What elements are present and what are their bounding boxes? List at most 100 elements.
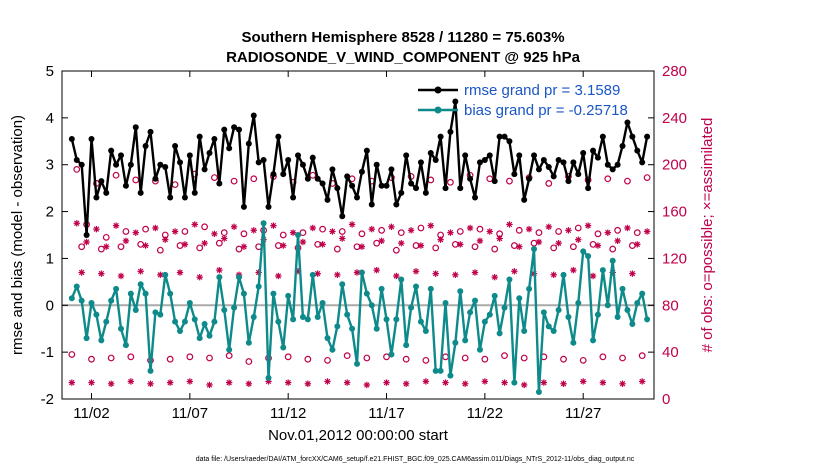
bias-point bbox=[73, 283, 80, 290]
obs-possible-marker bbox=[171, 181, 179, 189]
plot-area bbox=[62, 98, 654, 395]
bias-point bbox=[575, 299, 582, 306]
obs-assimilated-marker bbox=[619, 380, 626, 387]
rmse-point bbox=[132, 124, 139, 131]
obs-assimilated-marker bbox=[575, 236, 582, 243]
chart-title-line2: RADIOSONDE_V_WIND_COMPONENT @ 925 hPa bbox=[226, 49, 581, 66]
rmse-point bbox=[540, 157, 547, 164]
bias-point bbox=[196, 335, 203, 342]
obs-assimilated-marker bbox=[570, 266, 577, 274]
obs-assimilated-marker bbox=[560, 380, 567, 387]
obs-assimilated-marker bbox=[383, 379, 390, 386]
bias-point bbox=[417, 318, 424, 325]
bias-point bbox=[221, 306, 228, 313]
bias-point bbox=[516, 295, 523, 302]
rmse-point bbox=[285, 157, 292, 164]
obs-possible-marker bbox=[343, 352, 351, 360]
obs-possible-marker bbox=[417, 224, 425, 232]
obs-assimilated-marker bbox=[501, 379, 508, 386]
x-tick-label: 11/17 bbox=[368, 405, 404, 422]
obs-possible-marker bbox=[545, 180, 553, 187]
y-left-tick-label: 2 bbox=[46, 204, 54, 221]
bias-point bbox=[511, 379, 518, 386]
obs-possible-marker bbox=[220, 229, 228, 237]
obs-assimilated-marker bbox=[112, 222, 120, 229]
obs-assimilated-marker bbox=[486, 228, 493, 235]
obs-assimilated-marker bbox=[398, 240, 405, 247]
bias-point bbox=[467, 309, 474, 316]
obs-possible-marker bbox=[579, 356, 587, 364]
rmse-point bbox=[245, 140, 252, 147]
obs-possible-marker bbox=[181, 228, 189, 235]
obs-assimilated-marker bbox=[201, 240, 208, 247]
obs-possible-marker bbox=[481, 355, 489, 363]
obs-assimilated-marker bbox=[584, 222, 592, 229]
bias-point bbox=[250, 314, 257, 320]
rmse-point bbox=[240, 203, 247, 210]
y-left-tick-label: -1 bbox=[41, 344, 54, 361]
bias-point bbox=[594, 311, 601, 318]
obs-possible-marker bbox=[230, 177, 238, 185]
bias-point bbox=[422, 328, 429, 335]
rmse-point bbox=[462, 152, 469, 159]
obs-assimilated-marker bbox=[196, 273, 203, 281]
obs-possible-marker bbox=[456, 228, 464, 235]
rmse-point bbox=[644, 133, 651, 140]
obs-possible-marker bbox=[624, 177, 631, 185]
obs-assimilated-marker bbox=[250, 227, 257, 234]
obs-assimilated-marker bbox=[122, 237, 130, 245]
rmse-point bbox=[516, 152, 523, 159]
obs-assimilated-marker bbox=[555, 240, 562, 247]
rmse-point bbox=[393, 201, 400, 208]
bias-point bbox=[98, 337, 105, 344]
rmse-point bbox=[127, 161, 134, 168]
obs-assimilated-marker bbox=[117, 272, 125, 280]
rmse-point bbox=[98, 178, 105, 185]
obs-possible-marker bbox=[358, 230, 366, 238]
rmse-point bbox=[634, 147, 641, 154]
legend-marker-bias bbox=[434, 106, 442, 114]
obs-possible-marker bbox=[609, 245, 617, 253]
rmse-point bbox=[349, 182, 356, 189]
bias-point bbox=[604, 302, 611, 309]
axes: -2 -1 0 1 2 3 4 5 0 40 80 120 160 200 240 280 11/02 11/07… bbox=[41, 63, 687, 422]
obs-assimilated-marker bbox=[304, 380, 312, 387]
obs-assimilated-marker bbox=[491, 273, 498, 281]
obs-possible-marker bbox=[363, 354, 371, 362]
rmse-point bbox=[78, 161, 85, 168]
obs-assimilated-marker bbox=[407, 227, 415, 234]
rmse-point bbox=[147, 128, 154, 135]
obs-possible-marker bbox=[501, 352, 508, 360]
y-right-tick-label: 280 bbox=[662, 63, 687, 80]
bias-point bbox=[599, 267, 606, 274]
bias-point bbox=[255, 283, 262, 290]
bias-point bbox=[172, 318, 179, 325]
y-axis-left-label: rmse and bias (model - observation) bbox=[9, 115, 26, 355]
y-left-tick-label: -2 bbox=[41, 391, 54, 408]
rmse-point bbox=[447, 128, 454, 135]
obs-possible-marker bbox=[594, 230, 602, 238]
bias-point bbox=[452, 339, 459, 346]
bias-point bbox=[368, 302, 375, 309]
bias-point bbox=[152, 309, 159, 316]
bias-point bbox=[88, 299, 95, 306]
bias-point bbox=[476, 346, 483, 353]
bias-point bbox=[363, 290, 370, 297]
bias-point bbox=[319, 299, 326, 306]
obs-possible-marker bbox=[127, 353, 135, 361]
chart-title-line1: Southern Hemisphere 8528 / 11280 = 75.60… bbox=[241, 29, 564, 46]
obs-assimilated-marker bbox=[186, 378, 194, 385]
bias-point bbox=[442, 299, 449, 306]
obs-assimilated-marker bbox=[417, 242, 425, 249]
rmse-point bbox=[68, 135, 75, 142]
rmse-point bbox=[255, 159, 262, 166]
rmse-point bbox=[570, 159, 577, 166]
bias-point bbox=[295, 232, 302, 238]
bias-point bbox=[265, 374, 272, 381]
rmse-point bbox=[118, 152, 125, 159]
obs-possible-marker bbox=[589, 240, 597, 248]
y-right-tick-label: 0 bbox=[662, 391, 670, 408]
obs-possible-marker bbox=[461, 354, 469, 362]
obs-assimilated-marker bbox=[638, 378, 646, 385]
